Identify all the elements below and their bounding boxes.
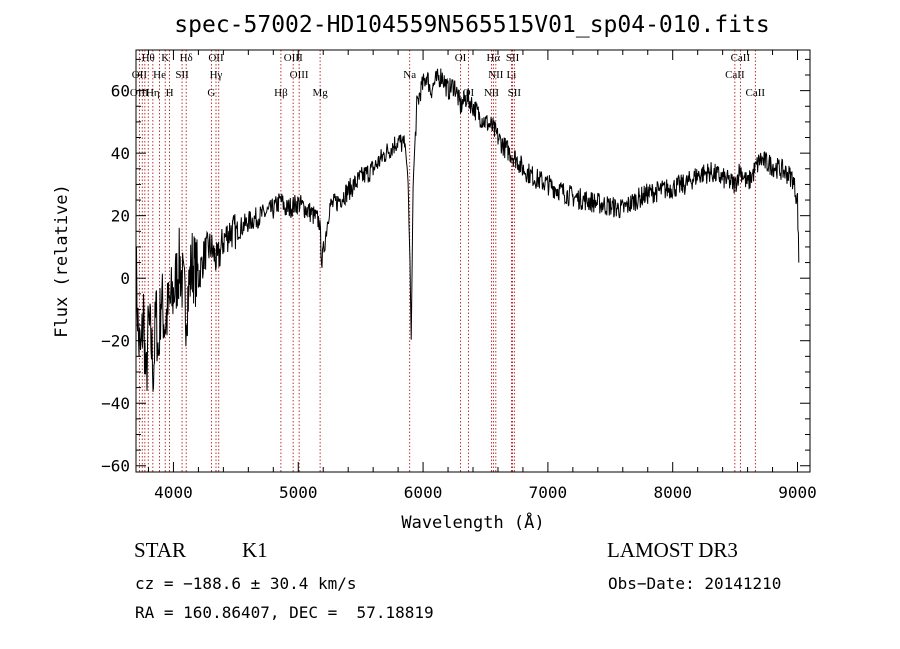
line-label-14: Na (403, 69, 416, 81)
line-label-25: NII (484, 87, 500, 99)
object-class: STAR (134, 538, 186, 562)
line-label-15: NII (488, 69, 504, 81)
y-tick-label: −40 (101, 394, 130, 413)
x-tick-label: 7000 (529, 483, 568, 502)
x-tick-label: 5000 (279, 483, 318, 502)
line-label-22: Hβ (274, 87, 288, 99)
x-tick-label: 8000 (653, 483, 692, 502)
x-tick-label: 9000 (778, 483, 817, 502)
line-label-23: Mg (312, 87, 328, 99)
spectrum-line (135, 68, 800, 392)
line-label-1: K (161, 52, 169, 64)
line-label-20: H (166, 87, 174, 99)
chart-title: spec-57002-HD104559N565515V01_sp04-010.f… (174, 12, 769, 38)
line-label-2: Hδ (180, 52, 193, 64)
line-label-18: OIII (130, 87, 149, 99)
observation-date: Obs−Date: 20141210 (608, 574, 782, 593)
y-axis-label: Flux (relative) (52, 184, 72, 338)
y-tick-label: 0 (120, 269, 130, 288)
line-label-19: Hη (146, 87, 160, 99)
x-tick-label: 4000 (154, 483, 193, 502)
line-label-27: CaII (746, 87, 766, 99)
line-label-6: Hα (486, 52, 500, 64)
x-tick-label: 6000 (404, 483, 443, 502)
y-tick-label: 40 (111, 144, 130, 163)
coordinates: RA = 160.86407, DEC = 57.18819 (135, 603, 434, 622)
line-label-3: OII (208, 52, 224, 64)
line-label-5: OI (455, 52, 467, 64)
object-subclass: K1 (242, 538, 268, 562)
line-label-7: SII (506, 52, 520, 64)
spectral-line-markers (138, 50, 756, 472)
x-axis-label: Wavelength (Å) (401, 511, 544, 533)
y-tick-label: −20 (101, 332, 130, 351)
axis-ticks: 4000 5000 6000 7000 8000 9000 −60 −40 −20 0 20 40 60 (101, 50, 817, 502)
redshift-velocity: cz = −188.6 ± 30.4 km/s (135, 574, 357, 593)
line-label-17: CaII (725, 69, 745, 81)
line-label-10: He (153, 69, 166, 81)
y-tick-label: 20 (111, 207, 130, 226)
line-label-13: OIII (290, 69, 309, 81)
line-label-11: SII (175, 69, 189, 81)
line-label-26: SII (508, 87, 522, 99)
line-label-4: OIII (284, 52, 303, 64)
y-tick-label: −60 (101, 457, 130, 476)
line-label-0: Hθ (142, 52, 155, 64)
line-label-21: G (207, 87, 215, 99)
line-label-12: Hγ (210, 69, 223, 81)
survey-name: LAMOST DR3 (607, 538, 738, 562)
line-label-8: CaII (731, 52, 751, 64)
line-label-16: Li (507, 69, 517, 81)
y-tick-label: 60 (111, 82, 130, 101)
spectrum-plot (135, 68, 800, 392)
